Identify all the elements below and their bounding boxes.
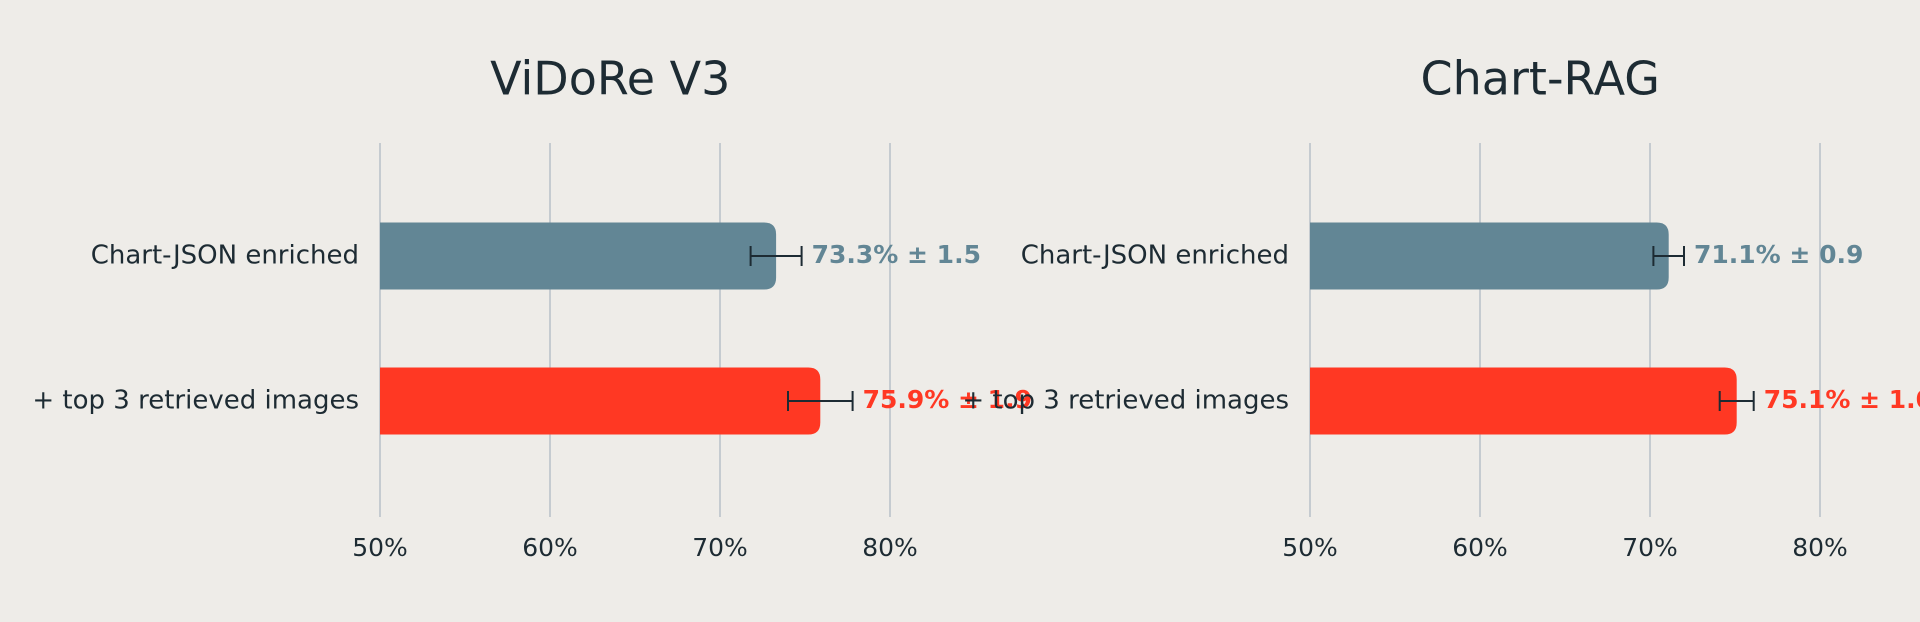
x-tick-label: 60% bbox=[522, 533, 578, 562]
value-label: 75.1% ± 1.0 bbox=[1764, 385, 1920, 414]
x-tick-label: 80% bbox=[862, 533, 918, 562]
x-tick-label: 70% bbox=[1622, 533, 1678, 562]
bar bbox=[380, 222, 777, 290]
category-label: Chart-JSON enriched bbox=[91, 241, 359, 271]
chart-title: ViDoRe V3 bbox=[490, 52, 730, 106]
x-tick-label: 50% bbox=[1282, 533, 1338, 562]
x-tick-label: 70% bbox=[692, 533, 748, 562]
category-label: + top 3 retrieved images bbox=[962, 386, 1289, 416]
chart-title: Chart-RAG bbox=[1421, 52, 1660, 106]
category-label: + top 3 retrieved images bbox=[32, 386, 359, 416]
x-tick-label: 60% bbox=[1452, 533, 1508, 562]
error-bar bbox=[1652, 246, 1685, 266]
error-bar bbox=[1718, 391, 1755, 411]
x-tick-label: 80% bbox=[1792, 533, 1848, 562]
value-label: 75.9% ± 1.9 bbox=[863, 385, 1032, 414]
value-label: 73.3% ± 1.5 bbox=[812, 240, 981, 269]
error-bar bbox=[749, 246, 803, 266]
error-bar bbox=[787, 391, 854, 411]
value-label: 71.1% ± 0.9 bbox=[1694, 240, 1863, 269]
x-tick-label: 50% bbox=[352, 533, 408, 562]
category-label: Chart-JSON enriched bbox=[1021, 241, 1289, 271]
bar bbox=[1310, 367, 1737, 435]
bar bbox=[380, 367, 821, 435]
bar bbox=[1310, 222, 1669, 290]
